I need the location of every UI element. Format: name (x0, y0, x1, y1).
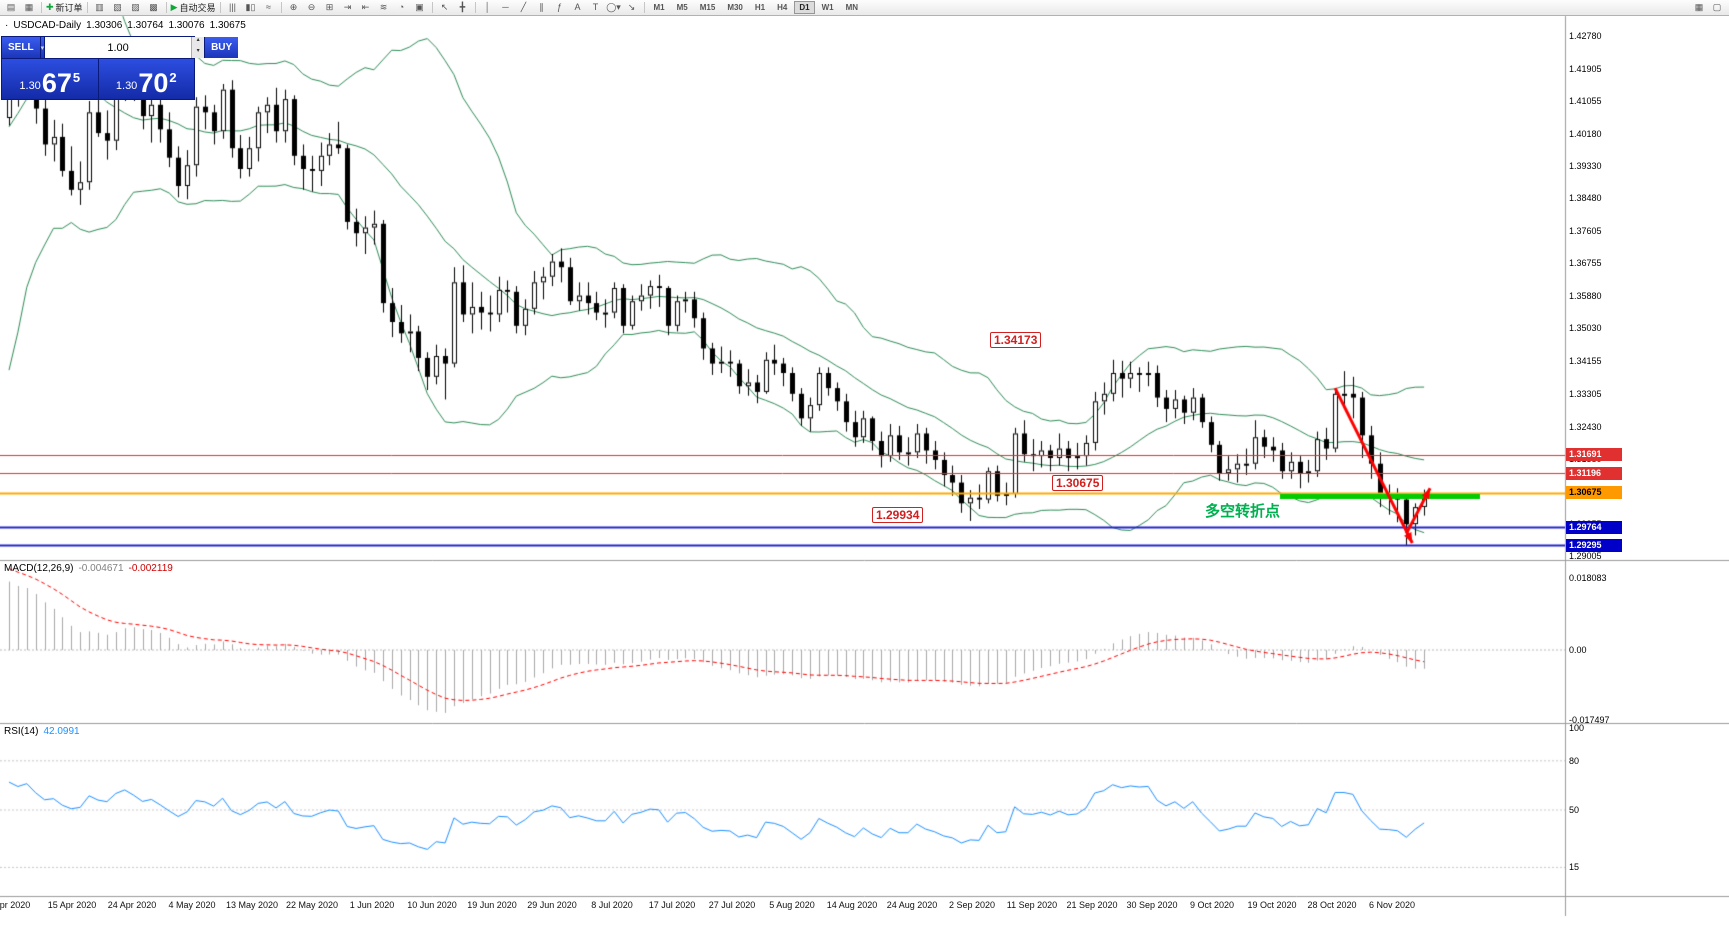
volume-spinner: ▴ ▾ (191, 37, 205, 58)
templates-icon[interactable]: ▣ (415, 2, 424, 12)
volume-down-button[interactable]: ▾ (192, 47, 205, 58)
buy-price-sup: 2 (169, 70, 177, 85)
new-chart-icon[interactable]: ▤ (6, 2, 16, 12)
arrows-icon[interactable]: ↘ (627, 2, 636, 12)
sell-price-button[interactable]: 1.30 67 5 (2, 59, 99, 99)
window-layout-icon[interactable]: ▢ (1712, 2, 1722, 12)
buy-price-button[interactable]: 1.30 70 2 (98, 59, 194, 99)
toolbar-separator (86, 2, 88, 13)
navigator-icon[interactable]: ▨ (131, 2, 140, 12)
rsi-pane-label: RSI(14) 42.0991 (4, 726, 80, 737)
volume-input[interactable] (45, 37, 192, 58)
indicators-icon[interactable]: ≋ (379, 2, 388, 12)
toolbar-separator (643, 2, 645, 13)
horizontal-line-icon[interactable]: ─ (502, 2, 509, 12)
candles-chart-icon[interactable]: ▮▯ (245, 2, 256, 12)
toolbar-separator (431, 2, 433, 13)
timeframe-button-m1[interactable]: M1 (653, 3, 665, 12)
order-type-dropdown[interactable]: ▾ (39, 37, 46, 58)
ohlc-high: 1.30764 (127, 20, 164, 31)
timeframe-button-m5[interactable]: M5 (676, 3, 688, 12)
shapes-icon[interactable]: ◯▾ (606, 2, 621, 12)
auto-scroll-icon[interactable]: ⇥ (343, 2, 352, 12)
chart-ohlc-info: · USDCAD-Daily 1.30306 1.30764 1.30076 1.3067… (5, 20, 251, 31)
vertical-line-icon[interactable]: │ (484, 2, 491, 12)
sell-price-sup: 5 (72, 70, 81, 85)
buy-price-pips: 70 (138, 68, 169, 98)
toolbar-separator (41, 2, 42, 13)
crosshair-icon[interactable]: ╋ (459, 2, 466, 12)
label-icon[interactable]: T (592, 2, 599, 12)
toolbar: ▤ ▦ ✚ 新订单 ▥ ▧ ▨ ▩ ▶ 自动交易 ||| ▮▯ ≈ ⊕ ⊖ ⊞ ⇥ ⇤ ≋ ◔ ▣ ↖ ╋ │ ─ ╱ ∥ ƒ A T ◯▾… (0, 0, 1729, 16)
volume-up-button[interactable]: ▴ (192, 37, 205, 48)
fibonacci-icon[interactable]: ƒ (556, 2, 562, 12)
chart-shift-icon[interactable]: ⇤ (361, 2, 370, 12)
toolbar-separator (474, 2, 476, 13)
tile-windows-icon[interactable]: ⊞ (325, 2, 334, 12)
toolbar-separator (280, 2, 282, 13)
periods-icon[interactable]: ◔ (398, 2, 405, 12)
ohlc-close: 1.30675 (209, 20, 246, 31)
line-chart-icon[interactable]: ≈ (266, 2, 271, 12)
new-order-button[interactable]: ✚ 新订单 (46, 2, 83, 13)
market-watch-icon[interactable]: ▥ (95, 2, 104, 12)
volume-field: ▴ ▾ (45, 37, 206, 58)
sell-price-prefix: 1.30 (19, 80, 41, 92)
bars-chart-icon[interactable]: ||| (228, 2, 236, 12)
zoom-out-icon[interactable]: ⊖ (307, 2, 316, 12)
timeframe-button-h1[interactable]: H1 (754, 3, 766, 12)
timeframe-button-w1[interactable]: W1 (821, 3, 834, 12)
chart-symbol-label: USDCAD-Daily (13, 20, 82, 31)
buy-button[interactable]: BUY (205, 37, 239, 58)
trendline-icon[interactable]: ╱ (520, 2, 527, 12)
chart-grid-icon[interactable]: ▦ (1694, 2, 1704, 12)
ohlc-low: 1.30076 (168, 20, 205, 31)
toolbar-separator (165, 2, 167, 13)
data-window-icon[interactable]: ▧ (113, 2, 122, 12)
buy-price-prefix: 1.30 (115, 80, 138, 92)
timeframe-button-h4[interactable]: H4 (777, 3, 788, 12)
toolbar-right-group: ▦ ▢ (1690, 1, 1726, 14)
chart-profiles-icon[interactable]: ▦ (24, 2, 34, 12)
cursor-icon[interactable]: ↖ (440, 2, 449, 12)
ohlc-open: 1.30306 (86, 20, 123, 31)
timeframe-button-d1[interactable]: D1 (794, 1, 815, 14)
sell-price-pips: 67 (41, 68, 72, 98)
terminal-icon[interactable]: ▩ (149, 2, 158, 12)
autotrading-button[interactable]: ▶ 自动交易 (170, 2, 216, 13)
macd-pane-label: MACD(12,26,9) -0.004671 -0.002119 (4, 563, 173, 574)
toolbar-separator (219, 2, 221, 13)
timeframe-button-m15[interactable]: M15 (699, 3, 716, 12)
chart-bullet-icon: · (5, 20, 9, 31)
sell-button[interactable]: SELL (2, 37, 40, 58)
channel-icon[interactable]: ∥ (539, 2, 544, 12)
timeframe-button-m30[interactable]: M30 (727, 3, 743, 12)
zoom-in-icon[interactable]: ⊕ (289, 2, 298, 12)
text-icon[interactable]: A (574, 2, 581, 12)
timeframe-button-mn[interactable]: MN (845, 3, 859, 12)
